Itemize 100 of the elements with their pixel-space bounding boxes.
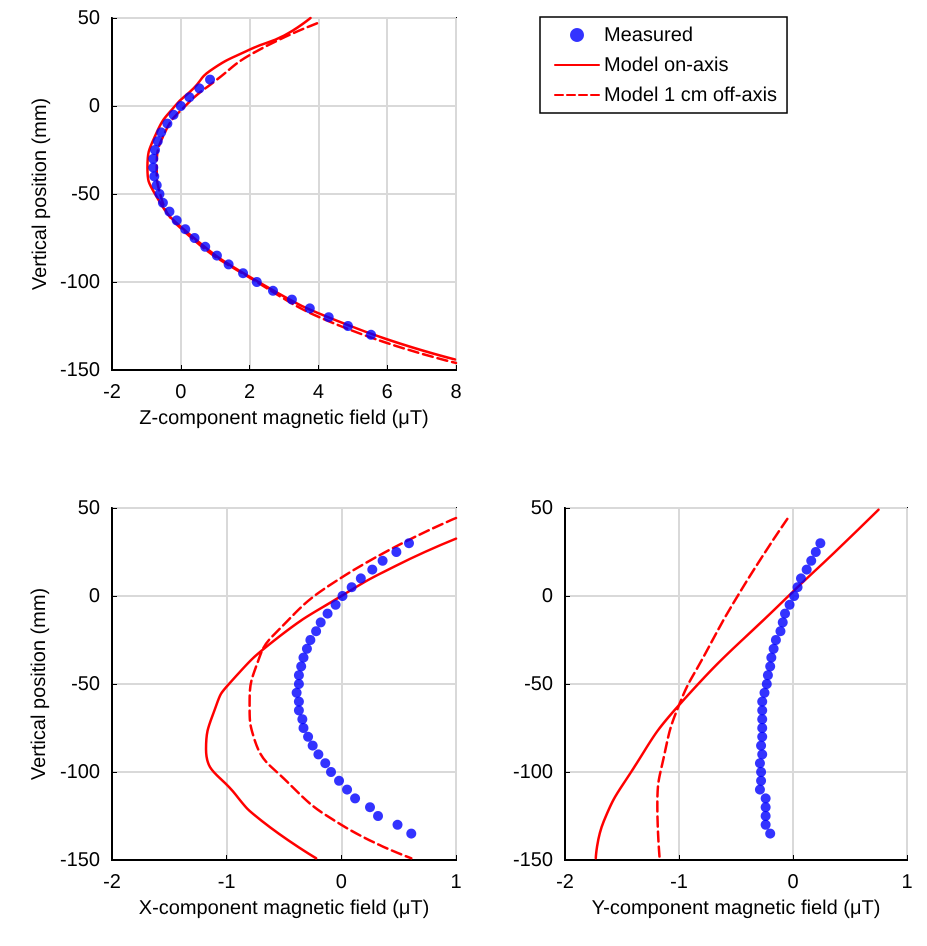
point — [184, 92, 194, 102]
y-tick-label: -50 — [71, 673, 100, 695]
point — [373, 811, 384, 821]
y-tick-label: 50 — [530, 497, 553, 519]
point — [294, 679, 304, 689]
legend-label: Model 1 cm off-axis — [604, 84, 778, 106]
point — [148, 162, 158, 173]
point — [765, 661, 776, 672]
point — [168, 110, 179, 120]
point — [164, 206, 174, 217]
point — [158, 198, 168, 208]
y-tick-label: -100 — [60, 761, 100, 783]
point — [789, 591, 800, 601]
point — [367, 564, 378, 575]
point — [780, 608, 790, 619]
point — [326, 767, 336, 777]
point — [802, 564, 812, 575]
y-axis-title: Vertical position (mm) — [29, 98, 51, 290]
point — [760, 688, 770, 698]
point — [252, 277, 262, 287]
x-tick-label: 1 — [450, 871, 462, 893]
point — [760, 802, 771, 812]
point — [148, 154, 158, 164]
x-tick-label: 8 — [450, 381, 462, 403]
point — [337, 591, 348, 601]
x-tick-label: -1 — [670, 871, 688, 893]
point — [152, 180, 162, 190]
point — [330, 600, 341, 610]
point — [768, 644, 779, 654]
point — [320, 758, 330, 768]
point — [757, 732, 768, 742]
legend-label: Model on-axis — [604, 54, 729, 76]
point — [342, 321, 353, 331]
point — [294, 696, 304, 707]
x-axis-title: Z-component magnetic field (μT) — [139, 407, 429, 429]
y-tick-label: 50 — [78, 497, 100, 519]
point — [406, 828, 416, 839]
point — [760, 793, 771, 804]
y-tick-label: -50 — [524, 673, 553, 695]
point — [212, 250, 222, 261]
x-tick-label: 4 — [312, 381, 324, 403]
point — [296, 661, 306, 672]
point — [224, 259, 234, 270]
y-tick-label: -100 — [60, 271, 100, 293]
point — [810, 547, 821, 557]
point — [775, 626, 786, 636]
x-tick-label: 0 — [175, 381, 186, 403]
point — [815, 538, 826, 548]
point — [303, 732, 314, 742]
point — [391, 547, 402, 557]
x-tick-label: 1 — [901, 871, 913, 893]
point — [162, 118, 172, 129]
point — [770, 635, 781, 645]
point — [346, 582, 357, 592]
point — [757, 705, 768, 716]
point — [806, 556, 816, 566]
point — [298, 723, 308, 733]
point — [313, 749, 324, 760]
point — [205, 74, 216, 85]
point — [200, 242, 210, 252]
y-tick-label: 0 — [88, 95, 100, 117]
point — [766, 652, 776, 663]
point — [762, 670, 773, 680]
point — [302, 644, 312, 654]
point — [757, 696, 768, 707]
point — [238, 268, 248, 278]
point — [792, 582, 803, 592]
point — [757, 723, 768, 733]
point — [778, 617, 788, 628]
x-tick-label: 0 — [787, 871, 799, 893]
y-tick-label: -150 — [512, 849, 553, 871]
point — [308, 740, 318, 751]
point — [316, 617, 326, 628]
point — [756, 776, 766, 786]
point — [150, 145, 160, 155]
point — [366, 330, 376, 340]
point — [152, 136, 163, 146]
y-tick-label: -100 — [512, 761, 553, 783]
x-tick-label: 2 — [244, 381, 256, 403]
point — [334, 776, 344, 786]
y-tick-label: -150 — [60, 359, 100, 381]
x-axis-title: X-component magnetic field (μT) — [138, 897, 430, 919]
point — [342, 784, 352, 795]
point — [304, 303, 315, 314]
point — [298, 652, 308, 663]
point — [392, 820, 403, 830]
point — [754, 758, 765, 768]
point — [404, 538, 414, 548]
y-tick-label: 0 — [542, 585, 553, 607]
x-tick-label: 6 — [382, 381, 393, 403]
y-tick-label: -50 — [71, 183, 100, 205]
point — [754, 784, 765, 795]
legend-label: Measured — [604, 24, 693, 46]
point — [292, 688, 302, 698]
point — [294, 705, 304, 716]
x-tick-label: -2 — [103, 871, 121, 893]
point — [180, 224, 190, 234]
point — [172, 215, 182, 226]
point — [190, 233, 200, 243]
x-axis-title: Y-component magnetic field (μT) — [592, 897, 880, 919]
